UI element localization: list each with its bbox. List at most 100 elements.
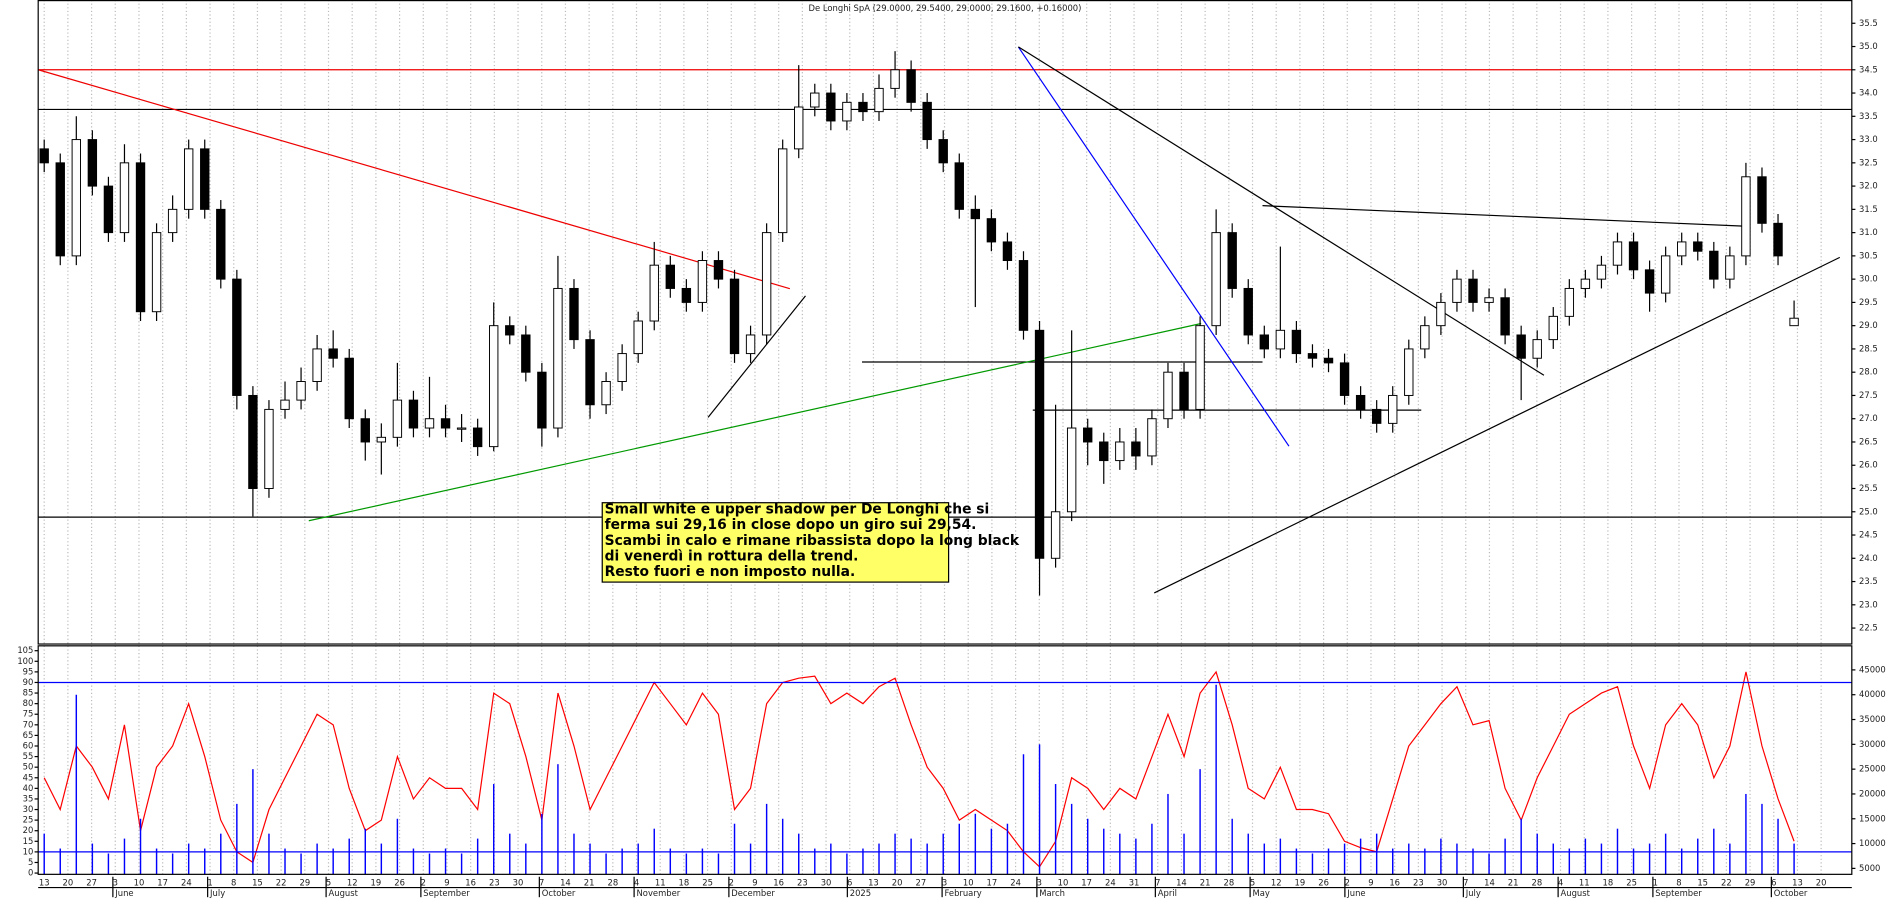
y-tick-label: 5	[28, 857, 33, 867]
grid	[43, 0, 1822, 875]
y-tick-label: 27.5	[1859, 390, 1878, 400]
x-tick-label: 16	[773, 877, 784, 887]
candle-body	[1757, 176, 1767, 224]
x-tick-label: 14	[1484, 877, 1495, 887]
trend-line	[707, 295, 806, 418]
month-label: May	[1253, 888, 1270, 898]
x-tick-label: 20	[63, 877, 74, 887]
x-tick-label: 14	[1176, 877, 1187, 887]
x-tick-label: 10	[963, 877, 974, 887]
y-tick-label: 25.5	[1859, 483, 1878, 493]
x-tick-label: 6	[847, 877, 852, 887]
x-tick-label: 4	[1558, 877, 1563, 887]
candle-body	[842, 101, 852, 122]
y-tick-label: 15	[23, 836, 34, 846]
candle-body	[906, 69, 916, 103]
x-tick-label: 10	[134, 877, 145, 887]
candle-body	[440, 418, 451, 429]
y2-tick-label: 35000	[1859, 714, 1886, 724]
y-tick-label: 31.0	[1859, 227, 1878, 237]
candle-body	[1147, 418, 1157, 457]
candle-body	[601, 381, 611, 406]
candle-body	[135, 162, 146, 313]
candle-body	[1211, 232, 1221, 327]
x-tick-label: 27	[915, 877, 926, 887]
x-tick-label: 2	[1345, 877, 1350, 887]
month-label: April	[1158, 888, 1177, 898]
month-label: August	[329, 888, 359, 898]
candle-body	[1371, 408, 1382, 424]
x-tick-label: 15	[252, 877, 263, 887]
x-tick-label: 26	[394, 877, 405, 887]
candle-body	[1773, 222, 1783, 257]
y-tick-label: 35	[23, 793, 34, 803]
marks: 22.5 23.0 23.5 24.0 24.5 25.0 25.5 26.0 26.5 27.0…	[17, 18, 1885, 898]
y-tick-label: 35.0	[1859, 41, 1878, 51]
x-tick-label: 25	[1626, 877, 1637, 887]
candle-body	[55, 162, 65, 257]
candle-body	[119, 162, 130, 234]
candle-body	[938, 139, 948, 164]
x-tick-label: 3	[942, 877, 947, 887]
annotation-line: Small white e upper shadow per De Longhi…	[605, 502, 990, 518]
y-tick-label: 75	[23, 709, 34, 719]
candle-body	[1484, 297, 1494, 303]
x-tick-label: 30	[1437, 877, 1448, 887]
candle-body	[1243, 287, 1253, 336]
month-label: October	[542, 888, 576, 898]
candle-body	[280, 399, 290, 410]
month-label: July	[1465, 888, 1481, 898]
candle-body	[151, 232, 162, 313]
y-tick-label: 50	[23, 762, 34, 772]
y-tick-label: 28.0	[1859, 367, 1878, 377]
candle-body	[874, 87, 884, 113]
annotation-line: Resto fuori e non imposto nulla.	[605, 564, 856, 580]
candle-body	[1660, 255, 1671, 294]
y-tick-label: 33.5	[1859, 111, 1878, 121]
candle-body	[890, 69, 900, 89]
y-tick-label: 30.0	[1859, 274, 1878, 284]
y-tick-label: 35.5	[1859, 18, 1878, 28]
x-tick-label: 29	[299, 877, 310, 887]
candle-body	[167, 208, 178, 234]
candle-body	[424, 418, 435, 429]
frame	[37, 0, 1853, 875]
x-tick-label: 23	[489, 877, 500, 887]
y-tick-label: 80	[23, 698, 34, 708]
x-tick-label: 7	[1463, 877, 1468, 887]
y-tick-label: 24.5	[1859, 530, 1878, 540]
x-tick-label: 28	[1531, 877, 1542, 887]
x-tick-label: 18	[1603, 877, 1614, 887]
x-tick-label: 7	[1155, 877, 1160, 887]
candle-body	[1163, 371, 1173, 420]
candle-body	[296, 381, 306, 401]
trend-line	[1153, 256, 1841, 594]
x-tick-label: 12	[1271, 877, 1282, 887]
y-tick-label: 23.0	[1859, 599, 1878, 609]
candle-body	[1677, 241, 1687, 257]
month-label: August	[1561, 888, 1591, 898]
x-tick-label: 24	[1105, 877, 1116, 887]
candle-body	[1018, 260, 1029, 331]
y-tick-label: 22.5	[1859, 623, 1878, 633]
x-tick-label: 1	[1653, 877, 1658, 887]
y2-tick-label: 45000	[1859, 664, 1886, 674]
candle-body	[922, 101, 932, 141]
candle-body	[1420, 325, 1430, 350]
candle-body	[1355, 394, 1366, 410]
x-tick-label: 7	[539, 877, 544, 887]
annotation-line: Scambi in calo e rimane ribassista dopo …	[605, 533, 1020, 549]
x-tick-label: 13	[868, 877, 879, 887]
candle-body	[1693, 241, 1703, 252]
y2-tick-label: 30000	[1859, 739, 1886, 749]
oscillator-panel-frame	[37, 645, 1853, 875]
candle-body	[777, 148, 788, 234]
candle-body	[665, 264, 675, 289]
y2-tick-label: 10000	[1859, 838, 1886, 848]
candle-body	[344, 357, 354, 420]
y2-tick-label: 40000	[1859, 689, 1886, 699]
trend-line	[308, 322, 1202, 522]
candle-body	[1596, 264, 1607, 280]
y-tick-label: 32.5	[1859, 157, 1878, 167]
